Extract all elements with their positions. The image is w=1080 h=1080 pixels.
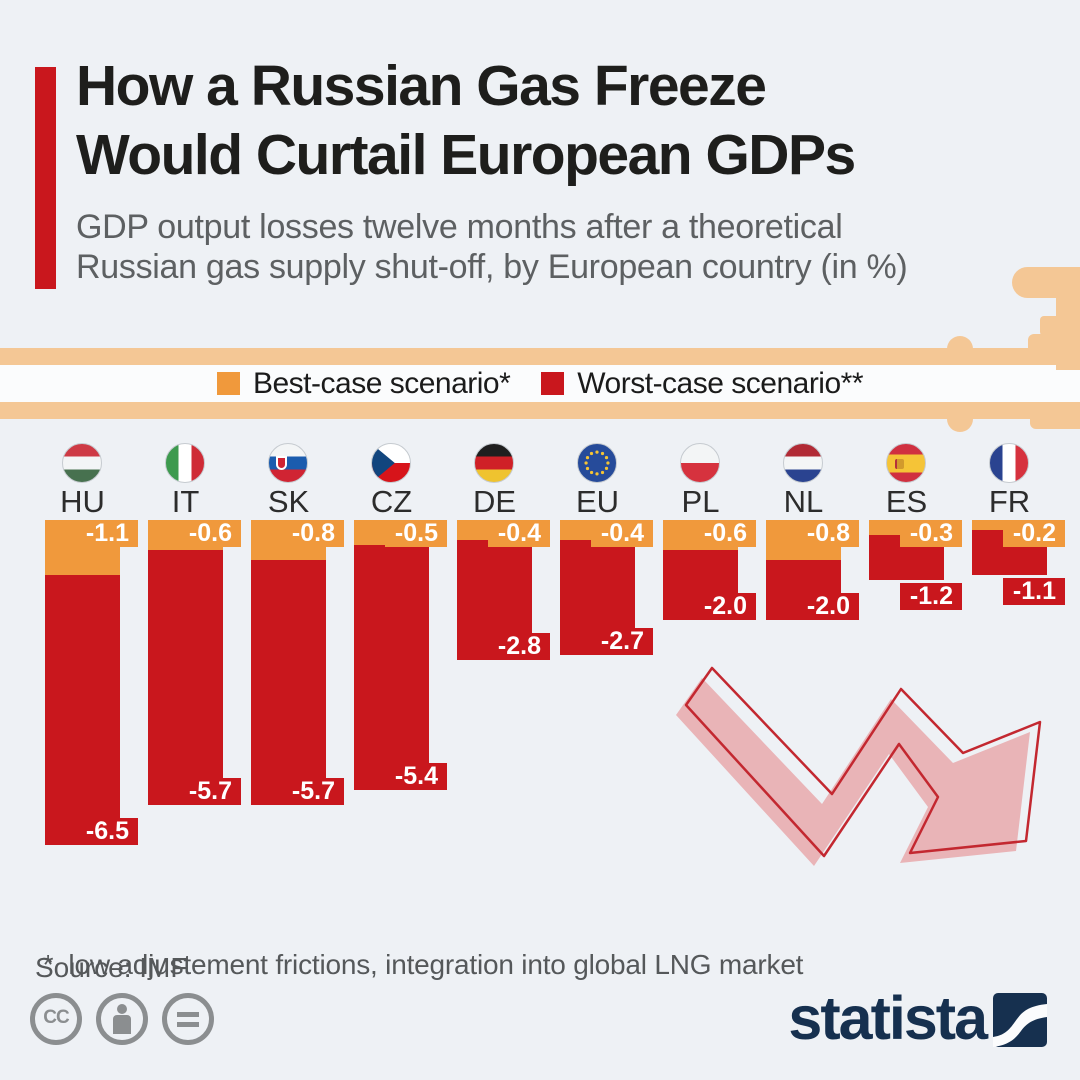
legend-strip-background [0, 365, 1080, 402]
country-column: FR -1.1 -0.2 [972, 0, 1065, 1080]
country-column: NL -2.0 -0.8 [766, 0, 859, 1080]
best-case-swatch-icon [216, 372, 240, 395]
country-code-label: IT [171, 484, 200, 519]
pipeline-bolt-dome-icon [947, 418, 973, 432]
country-flag-icon [474, 443, 514, 483]
legend-best-label: Best-case scenario* [252, 366, 511, 400]
statista-wordmark: statista [788, 984, 988, 1052]
footnote-best-case: * low adjustement frictions, integration… [35, 949, 804, 980]
worst-case-bar [354, 520, 429, 790]
country-column: PL -2.0 -0.6 [663, 0, 756, 1080]
worst-case-value-label: -2.0 [694, 593, 756, 620]
country-code-label: PL [681, 484, 720, 519]
sk-coat-of-arms-icon [276, 456, 287, 470]
best-case-value-label: -0.6 [694, 520, 756, 547]
country-flag-icon [371, 443, 411, 483]
pipeline-valve-icon [1040, 316, 1058, 336]
creative-commons-icons: CC [30, 993, 214, 1045]
page-subtitle: GDP output losses twelve months after a … [76, 207, 908, 287]
footnote-worst-case: ** High adjustment frictions, households… [35, 1070, 836, 1080]
country-column: CZ -5.4 -0.5 [354, 0, 447, 1080]
no-derivatives-equals-icon [162, 993, 214, 1045]
pipeline-joint [1030, 418, 1080, 429]
worst-case-value-label: -5.7 [179, 778, 241, 805]
country-column: EU -2.7 -0.4 [560, 0, 653, 1080]
cc-license-icon: CC [30, 993, 82, 1045]
country-code-label: SK [267, 484, 310, 519]
country-flag-icon [577, 443, 617, 483]
country-flag-icon [165, 443, 205, 483]
legend-item-worst: Worst-case scenario** [541, 366, 864, 401]
page-title: How a Russian Gas Freeze Would Curtail E… [76, 52, 856, 190]
country-flag-icon [886, 443, 926, 483]
worst-case-bar [251, 520, 326, 805]
best-case-value-label: -0.4 [488, 520, 550, 547]
country-column: SK -5.7 -0.8 [251, 0, 344, 1080]
statista-logo-icon [993, 993, 1047, 1047]
title-line-2: Would Curtail European GDPs [76, 123, 856, 187]
subtitle-line-1: GDP output losses twelve months after a … [76, 208, 843, 246]
legend-item-best: Best-case scenario* [216, 366, 511, 401]
best-case-value-label: -0.3 [900, 520, 962, 547]
worst-case-value-label: -2.0 [797, 593, 859, 620]
country-code-label: CZ [370, 484, 413, 519]
legend-worst-label: Worst-case scenario** [577, 366, 864, 400]
best-case-value-label: -0.2 [1003, 520, 1065, 547]
country-column: DE -2.8 -0.4 [457, 0, 550, 1080]
best-case-value-label: -0.4 [591, 520, 653, 547]
country-code-label: HU [60, 484, 105, 519]
attribution-person-icon [96, 993, 148, 1045]
worst-case-value-label: -2.7 [591, 628, 653, 655]
country-code-label: EU [575, 484, 620, 519]
best-case-value-label: -0.6 [179, 520, 241, 547]
country-code-label: FR [988, 484, 1031, 519]
country-code-label: DE [472, 484, 517, 519]
downward-trend-arrow-icon [676, 666, 1042, 866]
country-code-label: ES [885, 484, 928, 519]
worst-case-value-label: -5.4 [385, 763, 447, 790]
footnotes: * low adjustement frictions, integration… [35, 860, 836, 1080]
worst-case-value-label: -5.7 [282, 778, 344, 805]
pipeline-band-top [0, 348, 1080, 365]
best-case-value-label: -0.8 [797, 520, 859, 547]
worst-case-value-label: -2.8 [488, 633, 550, 660]
worst-case-value-label: -1.1 [1003, 578, 1065, 605]
worst-case-value-label: -1.2 [900, 583, 962, 610]
source-note: Source: IMF [35, 952, 188, 983]
best-case-value-label: -0.5 [385, 520, 447, 547]
country-flag-icon [268, 443, 308, 483]
pipeline-vertical-pipe [1056, 267, 1080, 370]
pipeline-bolt-dome-icon [947, 336, 973, 350]
es-coat-of-arms-icon [895, 459, 904, 469]
country-flag-icon [62, 443, 102, 483]
subtitle-line-2: Russian gas supply shut-off, by European… [76, 248, 908, 286]
best-case-value-label: -1.1 [76, 520, 138, 547]
country-flag-icon [989, 443, 1029, 483]
country-column: IT -5.7 -0.6 [148, 0, 241, 1080]
worst-case-bar [148, 520, 223, 805]
country-flag-icon [783, 443, 823, 483]
country-column: ES -1.2 -0.3 [869, 0, 962, 1080]
eu-stars-icon [584, 450, 610, 476]
worst-case-swatch-icon [541, 372, 565, 395]
pipeline-band-bottom [0, 402, 1080, 419]
country-flag-icon [680, 443, 720, 483]
cz-flag-triangle [372, 444, 395, 482]
title-accent-bar [35, 67, 56, 289]
best-case-value-label: -0.8 [282, 520, 344, 547]
worst-case-value-label: -6.5 [76, 818, 138, 845]
chart-legend: Best-case scenario* Worst-case scenario*… [0, 365, 1080, 402]
title-line-1: How a Russian Gas Freeze [76, 54, 767, 118]
pipeline-valve-icon [1028, 334, 1058, 351]
country-column: HU -6.5 -1.1 [45, 0, 138, 1080]
country-code-label: NL [783, 484, 824, 519]
